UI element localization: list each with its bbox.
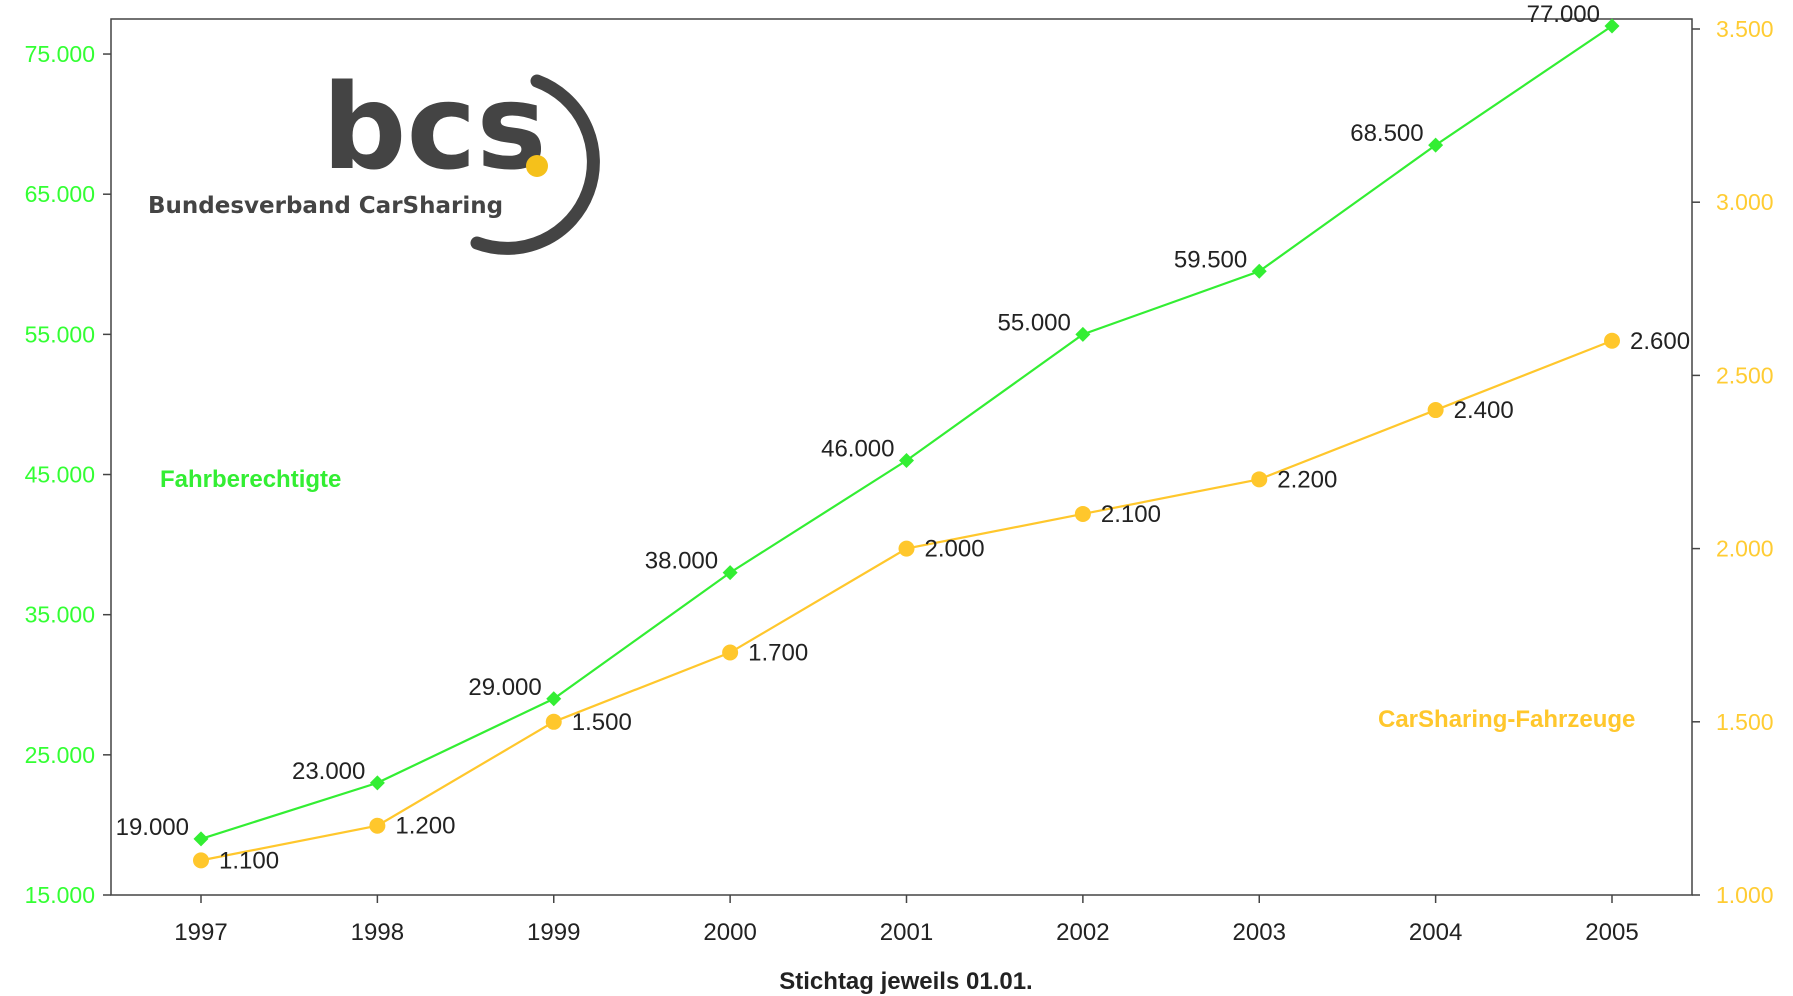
data-point-circle bbox=[722, 644, 739, 661]
x-tick-label: 2003 bbox=[1233, 919, 1286, 946]
data-point-diamond bbox=[899, 453, 914, 469]
right-tick-label: 3.500 bbox=[1716, 16, 1774, 42]
data-label: 1.500 bbox=[572, 709, 632, 736]
data-point-diamond bbox=[1251, 263, 1267, 279]
data-label: 38.000 bbox=[645, 548, 718, 575]
right-tick-label: 3.000 bbox=[1716, 189, 1774, 215]
x-tick-label: 1998 bbox=[351, 919, 404, 946]
x-tick-label: 1999 bbox=[527, 919, 580, 946]
right-tick-label: 1.500 bbox=[1716, 709, 1774, 735]
x-tick-label: 2001 bbox=[880, 919, 933, 946]
right-tick-label: 1.000 bbox=[1716, 882, 1774, 908]
left-tick-label: 15.000 bbox=[25, 882, 95, 908]
data-label: 77.000 bbox=[1527, 1, 1600, 28]
data-label: 2.000 bbox=[925, 536, 985, 563]
data-point-diamond bbox=[1428, 137, 1444, 153]
data-label: 68.500 bbox=[1350, 120, 1423, 147]
data-label: 29.000 bbox=[468, 674, 541, 701]
data-point-circle bbox=[193, 852, 209, 869]
data-label: 55.000 bbox=[997, 309, 1070, 336]
plot-frame bbox=[110, 18, 1693, 896]
data-label: 59.500 bbox=[1174, 246, 1247, 273]
x-tick-label: 2000 bbox=[703, 919, 756, 946]
data-point-circle bbox=[1427, 402, 1444, 419]
left-tick-label: 35.000 bbox=[25, 602, 95, 628]
x-tick-label: 2002 bbox=[1056, 919, 1109, 946]
data-point-circle bbox=[369, 817, 386, 834]
data-label: 1.700 bbox=[748, 640, 808, 667]
data-point-diamond bbox=[546, 691, 562, 707]
left-tick-label: 25.000 bbox=[25, 742, 95, 768]
x-tick-label: 2005 bbox=[1585, 919, 1638, 946]
logo-arc bbox=[470, 74, 600, 255]
right-y-axis: 1.000 1.500 2.000 2.500 3.000 3.500 bbox=[1692, 16, 1774, 908]
data-point-diamond bbox=[1075, 326, 1091, 342]
x-axis-title: Stichtag jeweils 01.01. bbox=[779, 968, 1032, 995]
bcs-logo: bcs Bundesverband CarSharing bbox=[148, 58, 600, 255]
left-tick-label: 75.000 bbox=[25, 41, 95, 67]
data-label: 46.000 bbox=[821, 436, 894, 463]
right-tick-label: 2.000 bbox=[1716, 536, 1774, 562]
series-layer: 19.000 23.000 29.000 38.000 46.000 55.000 59.5… bbox=[116, 1, 1690, 874]
data-label: 2.200 bbox=[1277, 466, 1337, 493]
left-tick-label: 45.000 bbox=[25, 462, 95, 488]
series-label-fahrberechtigte: Fahrberechtigte bbox=[160, 466, 341, 493]
left-y-axis: 15.000 25.000 35.000 45.000 55.000 65.000 75.0… bbox=[25, 41, 111, 908]
data-point-circle bbox=[1074, 505, 1091, 522]
x-tick-label: 2004 bbox=[1409, 919, 1462, 946]
data-point-diamond bbox=[1604, 18, 1620, 34]
data-label: 2.600 bbox=[1630, 328, 1690, 355]
data-label: 1.100 bbox=[219, 847, 279, 874]
data-point-circle bbox=[545, 713, 562, 730]
data-label: 2.400 bbox=[1454, 397, 1514, 424]
x-tick-label: 1997 bbox=[174, 919, 227, 946]
logo-subtitle: Bundesverband CarSharing bbox=[148, 193, 503, 219]
data-label: 2.100 bbox=[1101, 501, 1161, 528]
data-label: 23.000 bbox=[292, 758, 365, 785]
data-point-circle bbox=[1604, 332, 1620, 349]
x-axis: 1997 1998 1999 2000 2001 2002 2003 2004 2005 bbox=[174, 895, 1639, 946]
left-tick-label: 65.000 bbox=[25, 181, 95, 207]
logo-dot bbox=[526, 155, 548, 177]
data-point-circle bbox=[898, 540, 915, 557]
data-point-diamond bbox=[722, 565, 738, 581]
left-tick-label: 55.000 bbox=[25, 321, 95, 347]
data-point-diamond bbox=[193, 831, 209, 847]
right-tick-label: 2.500 bbox=[1716, 362, 1774, 388]
series-line-1 bbox=[200, 339, 1613, 862]
data-point-circle bbox=[1251, 471, 1268, 488]
data-label: 1.200 bbox=[395, 813, 455, 840]
data-label: 19.000 bbox=[116, 814, 189, 841]
data-point-diamond bbox=[369, 775, 385, 791]
logo-wordmark: bcs bbox=[322, 58, 547, 196]
series-label-carsharing-fahrzeuge: CarSharing-Fahrzeuge bbox=[1378, 706, 1635, 733]
